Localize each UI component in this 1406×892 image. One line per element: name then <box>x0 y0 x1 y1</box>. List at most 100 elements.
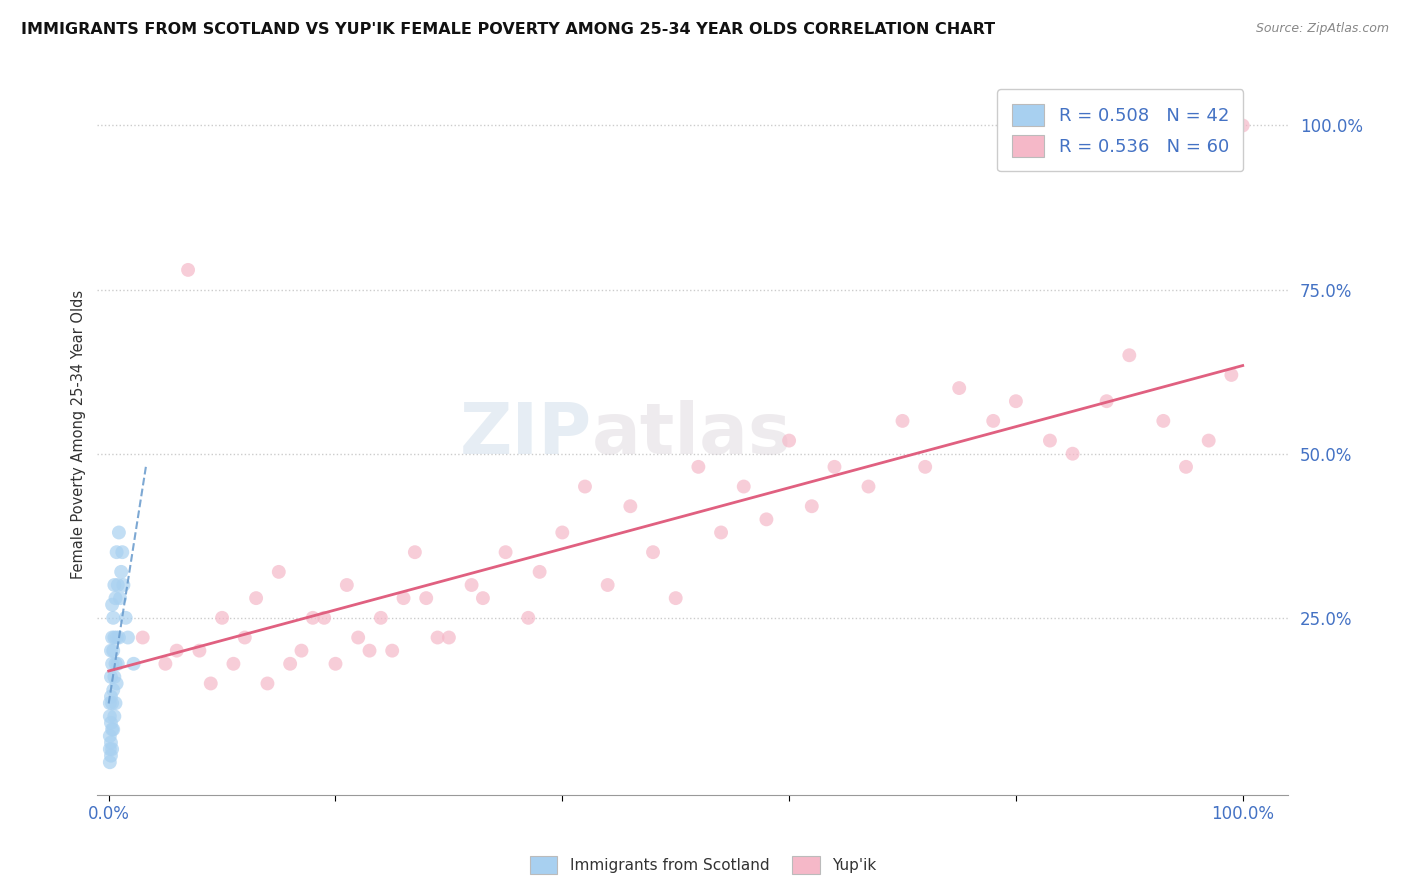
Point <box>177 263 200 277</box>
Point <box>824 459 846 474</box>
Point <box>710 525 733 540</box>
Point <box>1220 368 1243 382</box>
Point <box>688 459 710 474</box>
Point <box>100 690 122 704</box>
Point <box>105 631 128 645</box>
Text: Source: ZipAtlas.com: Source: ZipAtlas.com <box>1256 22 1389 36</box>
Point <box>104 696 127 710</box>
Text: atlas: atlas <box>592 400 792 468</box>
Point <box>122 657 145 671</box>
Point <box>1152 414 1174 428</box>
Point <box>404 545 426 559</box>
Point <box>914 459 936 474</box>
Point <box>290 643 312 657</box>
Point <box>517 611 540 625</box>
Point <box>105 676 128 690</box>
Point <box>101 657 124 671</box>
Point <box>103 578 125 592</box>
Point <box>100 735 122 749</box>
Point <box>1039 434 1062 448</box>
Point <box>110 565 132 579</box>
Point <box>1198 434 1220 448</box>
Point <box>596 578 619 592</box>
Point <box>1232 119 1254 133</box>
Point <box>114 611 136 625</box>
Point <box>641 545 664 559</box>
Point <box>103 683 125 698</box>
Point <box>381 643 404 657</box>
Point <box>98 729 121 743</box>
Point <box>529 565 551 579</box>
Point <box>314 611 336 625</box>
Point <box>200 676 222 690</box>
Point <box>471 591 494 606</box>
Point <box>619 500 641 514</box>
Point <box>100 643 122 657</box>
Point <box>981 414 1004 428</box>
Text: ZIP: ZIP <box>460 400 592 468</box>
Point <box>665 591 688 606</box>
Point <box>778 434 800 448</box>
Point <box>222 657 245 671</box>
Legend: Immigrants from Scotland, Yup'ik: Immigrants from Scotland, Yup'ik <box>524 850 882 880</box>
Point <box>108 631 131 645</box>
Y-axis label: Female Poverty Among 25-34 Year Olds: Female Poverty Among 25-34 Year Olds <box>72 290 86 579</box>
Point <box>211 611 233 625</box>
Point <box>101 631 124 645</box>
Point <box>101 598 124 612</box>
Point <box>103 723 125 737</box>
Point <box>108 525 131 540</box>
Point <box>107 578 129 592</box>
Point <box>117 631 139 645</box>
Point <box>245 591 267 606</box>
Point <box>301 611 323 625</box>
Point <box>460 578 482 592</box>
Point <box>858 479 880 493</box>
Point <box>426 631 449 645</box>
Point <box>948 381 970 395</box>
Point <box>267 565 290 579</box>
Point <box>104 657 127 671</box>
Point <box>233 631 256 645</box>
Point <box>132 631 155 645</box>
Legend: R = 0.508   N = 42, R = 0.536   N = 60: R = 0.508 N = 42, R = 0.536 N = 60 <box>997 89 1243 171</box>
Point <box>755 512 778 526</box>
Point <box>256 676 278 690</box>
Point <box>103 631 125 645</box>
Point <box>1175 459 1198 474</box>
Point <box>574 479 596 493</box>
Point <box>415 591 437 606</box>
Point <box>103 670 125 684</box>
Text: IMMIGRANTS FROM SCOTLAND VS YUP'IK FEMALE POVERTY AMONG 25-34 YEAR OLDS CORRELAT: IMMIGRANTS FROM SCOTLAND VS YUP'IK FEMAL… <box>21 22 995 37</box>
Point <box>891 414 914 428</box>
Point <box>112 578 135 592</box>
Point <box>101 742 124 756</box>
Point <box>107 657 129 671</box>
Point <box>103 709 125 723</box>
Point <box>1005 394 1028 409</box>
Point <box>100 670 122 684</box>
Point <box>100 748 122 763</box>
Point <box>98 742 121 756</box>
Point <box>370 611 392 625</box>
Point <box>101 696 124 710</box>
Point <box>325 657 347 671</box>
Point <box>98 696 121 710</box>
Point <box>1062 447 1084 461</box>
Point <box>347 631 370 645</box>
Point <box>188 643 211 657</box>
Point <box>108 591 131 606</box>
Point <box>359 643 381 657</box>
Point <box>733 479 755 493</box>
Point <box>100 715 122 730</box>
Point <box>98 709 121 723</box>
Point <box>1118 348 1140 362</box>
Point <box>495 545 517 559</box>
Point <box>98 756 121 770</box>
Point <box>551 525 574 540</box>
Point <box>336 578 359 592</box>
Point <box>111 545 134 559</box>
Point <box>104 591 127 606</box>
Point <box>1095 394 1118 409</box>
Point <box>155 657 177 671</box>
